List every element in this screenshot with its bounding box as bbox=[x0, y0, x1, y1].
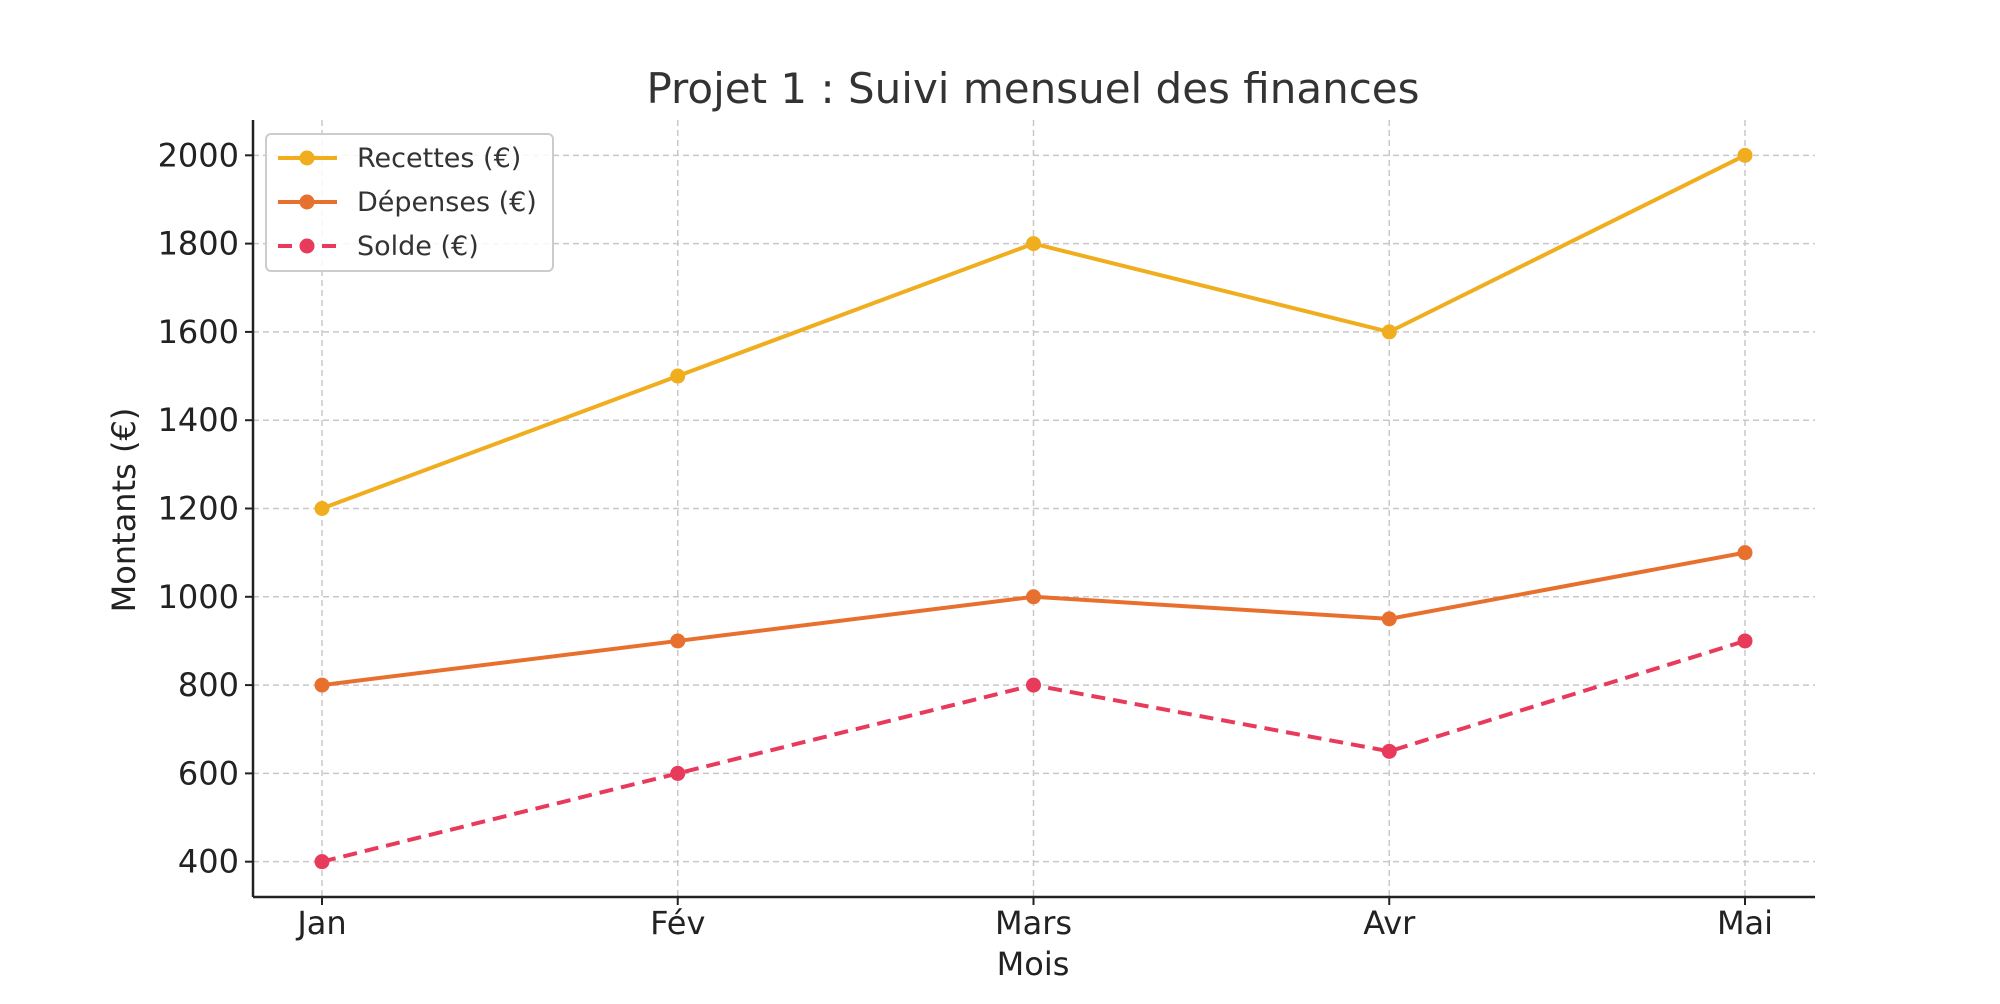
ticks: 400 600 800 1000 1200 1400 1600 1800 2000 Jan Fév M… bbox=[158, 136, 1773, 942]
y-tick-label: 1600 bbox=[158, 313, 239, 351]
data-point bbox=[1737, 147, 1753, 163]
data-point bbox=[1026, 236, 1041, 252]
y-tick-label: 600 bbox=[178, 754, 239, 792]
data-point bbox=[1381, 743, 1397, 759]
y-tick-label: 1200 bbox=[158, 490, 239, 528]
data-point bbox=[1381, 611, 1397, 627]
data-point bbox=[670, 368, 686, 384]
y-tick-label: 1800 bbox=[158, 225, 239, 263]
legend-marker bbox=[299, 238, 315, 254]
y-tick-label: 1400 bbox=[158, 401, 239, 439]
data-point bbox=[1026, 677, 1041, 693]
grid bbox=[253, 120, 1815, 897]
legend-marker bbox=[299, 194, 315, 210]
legend-item: Recettes (€) bbox=[278, 143, 521, 174]
data-point bbox=[1381, 324, 1397, 340]
x-tick-label: Mai bbox=[1717, 904, 1773, 942]
x-tick-label: Fév bbox=[650, 904, 705, 942]
series-0 bbox=[314, 147, 1753, 516]
x-axis-label: Mois bbox=[997, 945, 1070, 983]
y-tick-label: 2000 bbox=[158, 136, 239, 174]
legend-label: Solde (€) bbox=[357, 231, 479, 262]
y-tick-label: 1000 bbox=[158, 578, 239, 616]
chart-title: Projet 1 : Suivi mensuel des finances bbox=[646, 64, 1419, 113]
legend-item: Solde (€) bbox=[278, 231, 479, 262]
data-point bbox=[314, 501, 330, 516]
y-tick-label: 400 bbox=[178, 843, 239, 881]
legend-item: Dépenses (€) bbox=[278, 187, 537, 218]
series-2 bbox=[314, 633, 1753, 870]
x-tick-label: Jan bbox=[295, 904, 346, 942]
legend-marker bbox=[299, 150, 315, 166]
data-point bbox=[1737, 545, 1753, 561]
data-point bbox=[1737, 633, 1753, 649]
data-point bbox=[670, 633, 686, 649]
legend: Recettes (€) Dépenses (€) Solde (€) bbox=[265, 133, 554, 272]
legend-label: Recettes (€) bbox=[357, 143, 521, 174]
data-point bbox=[314, 854, 330, 870]
y-axis-label: Montants (€) bbox=[105, 408, 143, 613]
legend-label: Dépenses (€) bbox=[357, 187, 537, 218]
data-point bbox=[1026, 589, 1041, 605]
x-tick-label: Mars bbox=[995, 904, 1072, 942]
data-point bbox=[314, 677, 330, 693]
data-point bbox=[670, 765, 686, 781]
legend-box bbox=[265, 133, 554, 272]
series bbox=[314, 147, 1753, 870]
series-1 bbox=[314, 545, 1753, 693]
y-tick-label: 800 bbox=[178, 666, 239, 704]
x-tick-label: Avr bbox=[1363, 904, 1416, 942]
